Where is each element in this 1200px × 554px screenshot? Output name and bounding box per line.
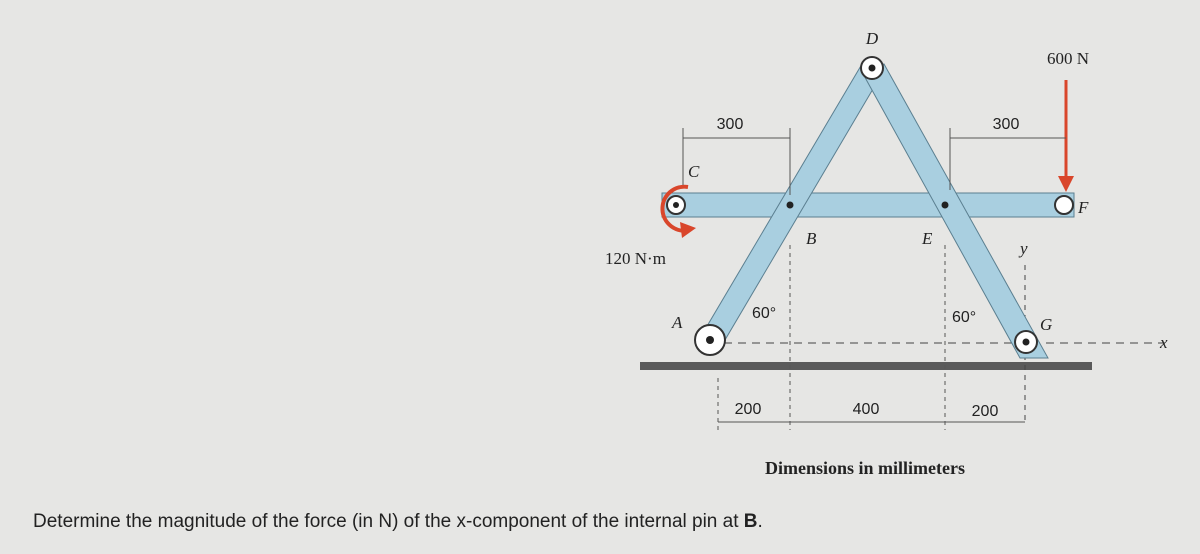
force-arrowhead bbox=[1058, 176, 1074, 192]
dimension-label: 200 bbox=[972, 403, 999, 420]
angle-label: 60° bbox=[952, 309, 976, 326]
label-x: x bbox=[1159, 333, 1168, 352]
note: Dimensions in millimeters bbox=[765, 458, 965, 478]
label-c: C bbox=[688, 162, 700, 181]
label-d: D bbox=[865, 29, 879, 48]
question: Determine the magnitude of the force (in… bbox=[33, 511, 763, 532]
bar-cf bbox=[661, 192, 1075, 218]
label-f: F bbox=[1077, 198, 1089, 217]
label-y: y bbox=[1018, 239, 1028, 258]
question-text: Determine the magnitude of the force (in… bbox=[33, 511, 744, 532]
question-bold: B bbox=[744, 511, 758, 532]
label-g: G bbox=[1040, 315, 1052, 334]
moment-label: 120 N·m bbox=[605, 249, 666, 268]
dimension-lines bbox=[682, 128, 1066, 430]
question-text: . bbox=[758, 511, 763, 532]
dimension-label: 300 bbox=[717, 116, 744, 133]
pin-e bbox=[941, 201, 949, 209]
dimension-label: 200 bbox=[735, 401, 762, 418]
pin-a-center bbox=[706, 336, 714, 344]
pin-f bbox=[1054, 195, 1074, 215]
moment-arrowhead bbox=[680, 222, 696, 238]
force-label: 600 N bbox=[1047, 49, 1089, 68]
pin-b bbox=[786, 201, 794, 209]
dimension-label: 400 bbox=[853, 401, 880, 418]
moment-arrow bbox=[660, 184, 691, 233]
ground bbox=[640, 362, 1092, 370]
pin-g-center bbox=[1022, 338, 1030, 346]
label-a: A bbox=[671, 313, 683, 332]
pin-d-center bbox=[868, 64, 876, 72]
label-b: B bbox=[806, 229, 817, 248]
pin-c-center bbox=[673, 202, 679, 208]
angle-label: 60° bbox=[752, 305, 776, 322]
label-e: E bbox=[921, 229, 933, 248]
dimension-label: 300 bbox=[993, 116, 1020, 133]
